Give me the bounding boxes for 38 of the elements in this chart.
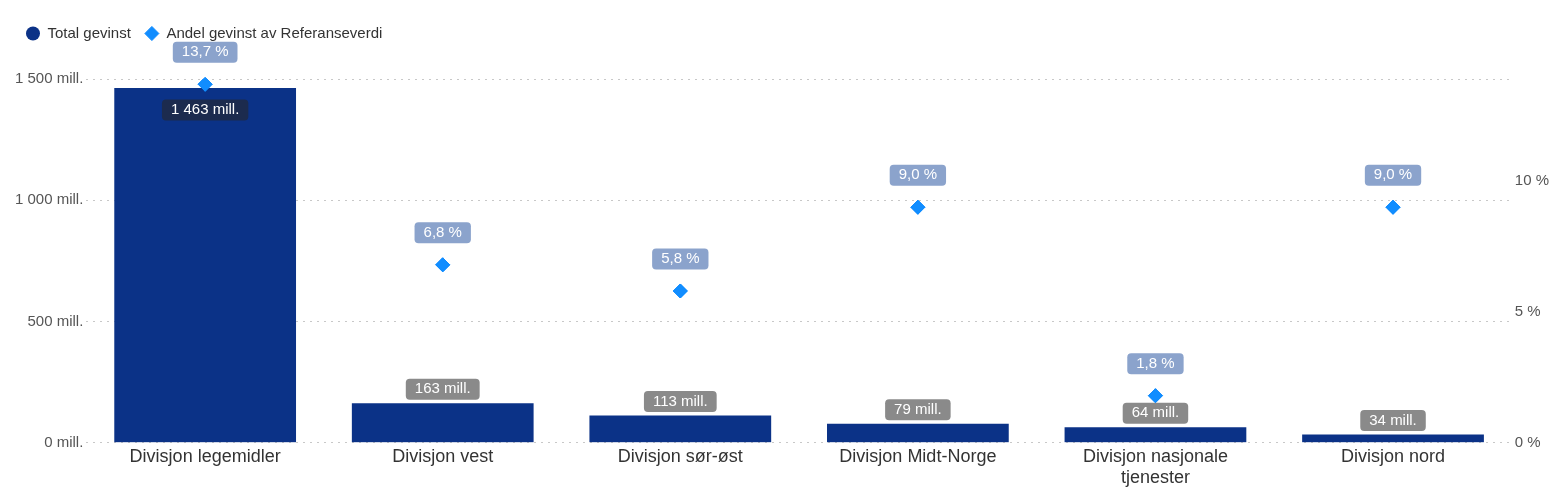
bar xyxy=(827,423,1009,443)
point xyxy=(435,257,451,273)
y-tick-label: 1 000 mill. xyxy=(14,190,84,208)
x-tick-label: Divisjon vest xyxy=(392,445,494,466)
bar xyxy=(1064,427,1247,443)
point xyxy=(1147,388,1163,404)
y-tick-label: 500 mill. xyxy=(27,311,84,329)
x-tick-label: Divisjon nord xyxy=(1341,445,1446,466)
data-label: 5,8 % xyxy=(661,249,700,267)
bar xyxy=(589,415,772,443)
data-label: 79 mill. xyxy=(894,399,942,417)
data-label: 13,7 % xyxy=(181,42,229,60)
x-tick-label: Divisjon legemidler xyxy=(129,445,281,466)
x-tick-label: Divisjon Midt-Norge xyxy=(839,445,997,466)
legend-label: Andel gevinst av Referanseverdi xyxy=(166,23,383,41)
y2-tick-label: 10 % xyxy=(1514,171,1550,189)
bar xyxy=(351,403,534,443)
point xyxy=(910,199,926,215)
data-label: 64 mill. xyxy=(1131,403,1180,421)
x-tick-label: Divisjon sør-øst xyxy=(617,445,743,466)
legend-label: Total gevinst xyxy=(47,23,132,41)
data-label: 113 mill. xyxy=(652,391,708,409)
data-label: 1 463 mill. xyxy=(170,100,240,118)
y2-tick-label: 0 % xyxy=(1514,432,1541,450)
data-label: 34 mill. xyxy=(1369,410,1417,428)
bar xyxy=(1302,434,1484,443)
data-label: 9,0 % xyxy=(898,165,938,183)
data-label: 9,0 % xyxy=(1373,165,1413,183)
point xyxy=(1385,199,1401,215)
data-label: 6,8 % xyxy=(423,222,462,240)
bar xyxy=(114,87,297,443)
point xyxy=(672,283,688,299)
y-tick-label: 1 500 mill. xyxy=(14,69,84,87)
data-label: 163 mill. xyxy=(414,379,471,397)
data-label: 1,8 % xyxy=(1136,353,1175,371)
y-tick-label: 0 mill. xyxy=(44,432,84,450)
y2-tick-label: 5 % xyxy=(1514,302,1541,320)
x-tick-label: Divisjon nasjonale tjenester xyxy=(1082,445,1228,488)
